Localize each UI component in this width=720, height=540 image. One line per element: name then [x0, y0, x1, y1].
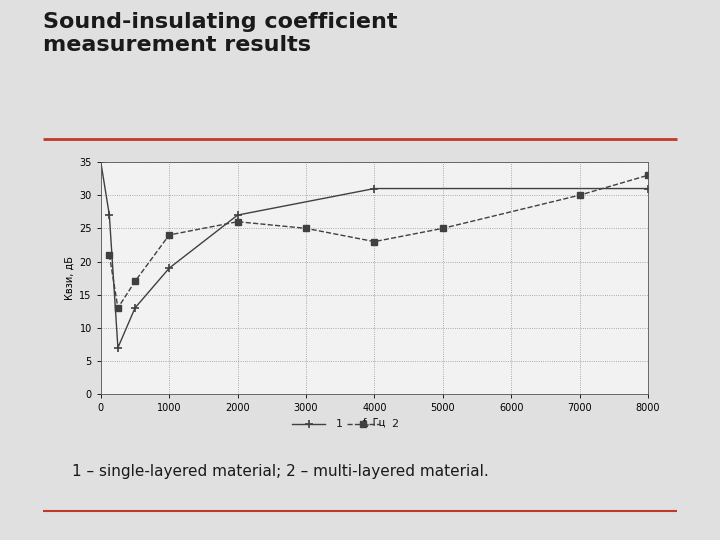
1: [233, 212, 242, 218]
2: [438, 225, 447, 232]
X-axis label: f, Гц: f, Гц: [363, 417, 386, 427]
Y-axis label: Квзи, дБ: Квзи, дБ: [65, 256, 75, 300]
1: [165, 265, 174, 272]
Text: 2: 2: [391, 420, 398, 429]
2: [165, 232, 174, 238]
2: [575, 192, 584, 198]
Text: Sound-insulating coefficient
measurement results: Sound-insulating coefficient measurement…: [43, 12, 397, 55]
1: [114, 345, 122, 351]
1: [370, 185, 379, 192]
1: [96, 159, 105, 165]
Line: 1: 1: [96, 158, 652, 352]
2: [114, 305, 122, 311]
2: [302, 225, 310, 232]
2: [105, 252, 114, 258]
2: [644, 172, 652, 179]
2: [370, 238, 379, 245]
Line: 2: 2: [107, 172, 651, 310]
1: [105, 212, 114, 218]
2: [131, 278, 140, 285]
Text: 1 – single-layered material; 2 – multi-layered material.: 1 – single-layered material; 2 – multi-l…: [72, 464, 489, 479]
2: [233, 219, 242, 225]
1: [131, 305, 140, 311]
1: [644, 185, 652, 192]
Text: 1: 1: [336, 420, 343, 429]
